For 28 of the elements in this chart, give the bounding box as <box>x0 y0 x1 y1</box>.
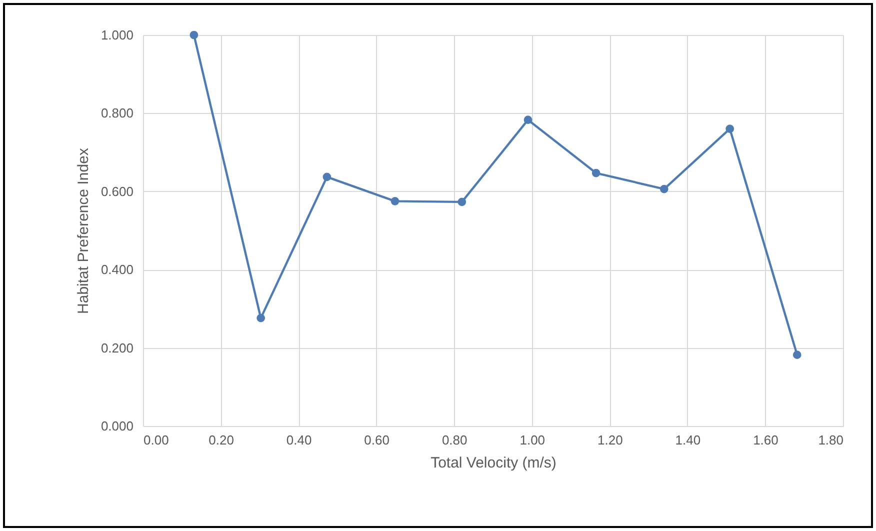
x-tick-label: 0.80 <box>442 432 468 448</box>
point <box>524 116 532 124</box>
point <box>390 197 400 206</box>
y-tick-label: 0.200 <box>100 340 134 356</box>
point <box>660 184 668 194</box>
y-tick-label: 1.000 <box>100 28 134 42</box>
y-tick-label: 0.800 <box>100 106 134 121</box>
y-tick-label: 0.400 <box>100 262 134 278</box>
point <box>322 172 332 182</box>
x-axis-title: Total Velocity (m/s) <box>430 454 556 472</box>
point <box>726 124 734 134</box>
point <box>792 350 802 360</box>
x-tick-label: 0.20 <box>208 432 234 448</box>
x-tick-label: 0.60 <box>364 432 390 448</box>
x-tick-label: 0.00 <box>144 432 169 448</box>
x-tick-label: 1.40 <box>675 432 701 448</box>
point <box>458 198 466 206</box>
y-axis-title: Habitat Preference Index <box>74 148 92 314</box>
point <box>592 168 600 178</box>
point <box>190 30 198 40</box>
x-tick-label: 1.00 <box>520 432 546 448</box>
x-tick-label: 0.40 <box>286 432 312 448</box>
x-tick-label: 1.20 <box>598 432 623 448</box>
point <box>256 314 266 322</box>
y-tick-label: 0.600 <box>100 184 134 199</box>
x-tick-label: 1.60 <box>753 432 778 448</box>
x-tick-label: 1.80 <box>818 432 844 448</box>
y-tick-label: 0.000 <box>100 418 134 434</box>
